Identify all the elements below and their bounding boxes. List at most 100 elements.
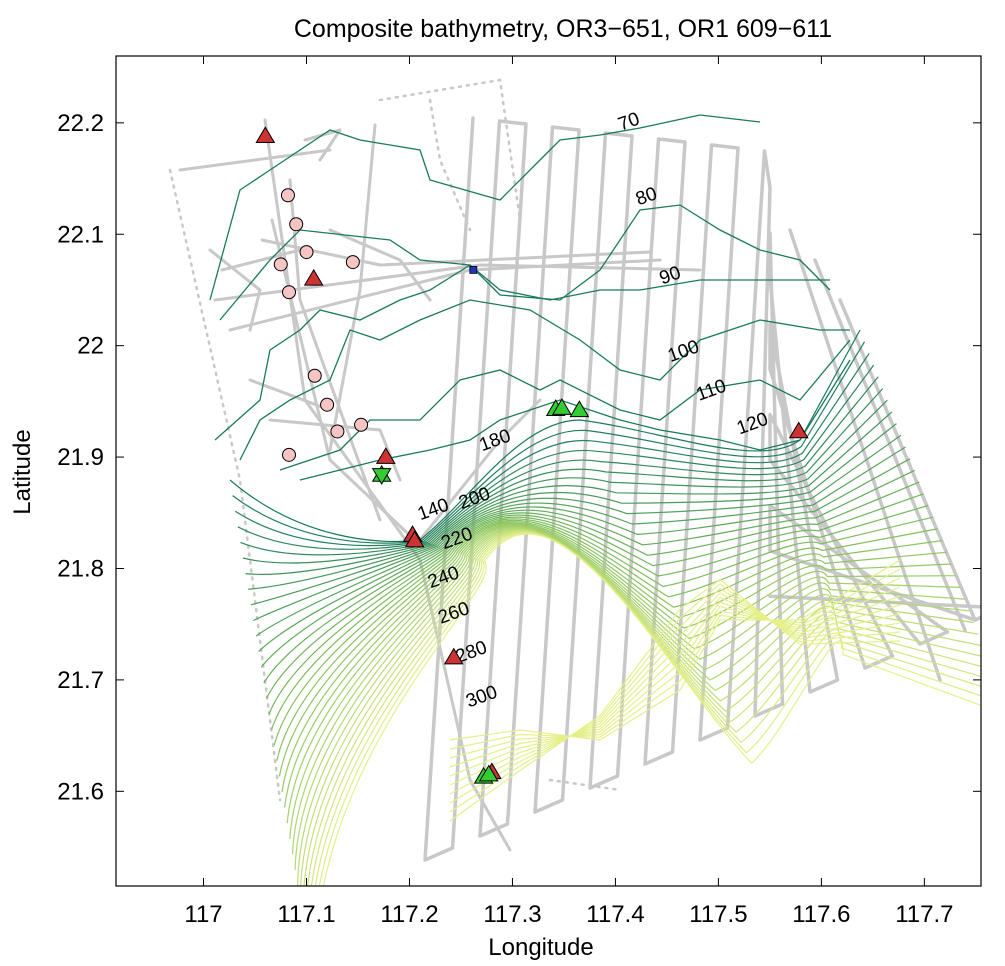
contour-slope-14 — [265, 493, 924, 699]
contour-deep-0 — [449, 559, 901, 741]
contour-shallow-0 — [209, 114, 761, 301]
y-tick-label-2: 21.8 — [57, 555, 104, 582]
contour-slope-33 — [322, 533, 981, 886]
cross-track-1 — [213, 263, 702, 302]
red-triangle-marker-0 — [255, 126, 276, 144]
contour-shallow-3 — [239, 299, 850, 461]
green-triangle-marker-4 — [478, 764, 499, 782]
contour-slope-5 — [242, 388, 884, 564]
contour-deep-4 — [449, 595, 901, 777]
pink-circle-marker-3 — [273, 257, 288, 272]
x-tick-label-3: 117.3 — [483, 901, 541, 928]
cross-track-6 — [328, 123, 377, 452]
red-triangle-marker-5 — [443, 647, 464, 665]
contour-slope-9 — [253, 434, 902, 621]
contour-slope-6 — [245, 399, 888, 575]
y-axis: 21.6 21.7 21.8 21.9 22 22.1 22.2 — [57, 110, 981, 805]
survey-lanes — [423, 116, 981, 862]
y-tick-label-0: 21.6 — [57, 778, 104, 805]
pink-circle-marker-6 — [307, 368, 322, 383]
chart-title: Composite bathymetry, OR3−651, OR1 609−6… — [294, 15, 832, 43]
x-tick-label-2: 117.2 — [380, 901, 438, 928]
cross-track-7 — [220, 248, 302, 272]
contour-shallow-1 — [219, 204, 831, 321]
pink-circle-marker-8 — [330, 424, 345, 439]
contour-slope-12 — [260, 469, 915, 668]
station-markers — [255, 126, 809, 784]
contour-slope-22 — [286, 525, 961, 824]
green-star-marker-down — [371, 468, 392, 485]
y-tick-label-1: 21.7 — [57, 667, 104, 694]
contour-slope-3 — [237, 364, 875, 550]
red-triangle-marker-1 — [303, 268, 324, 286]
y-tick-label-4: 22 — [77, 333, 104, 360]
red-triangle-marker-4 — [404, 530, 425, 548]
y-axis-title: Latitude — [9, 429, 36, 514]
cross-track-13 — [418, 398, 542, 542]
contour-deep-1 — [449, 568, 901, 750]
x-tick-label-6: 117.6 — [792, 901, 850, 928]
cross-track-4 — [270, 218, 422, 547]
contour-slope-17 — [273, 519, 938, 746]
blue-square-marker — [469, 266, 478, 274]
contour-deep-2 — [449, 577, 901, 759]
contour-slope-8 — [250, 423, 897, 606]
pink-circle-marker-0 — [280, 188, 295, 203]
x-tick-label-4: 117.4 — [586, 901, 644, 928]
cross-track-14 — [178, 148, 332, 172]
x-axis-title: Longitude — [488, 934, 593, 961]
contour-slope-13 — [263, 481, 920, 684]
contour-slope-20 — [281, 523, 952, 793]
contour-deep-5 — [449, 596, 901, 786]
red-triangle-marker-7 — [788, 421, 809, 439]
contour-slope-2 — [234, 353, 870, 547]
x-tick-label-7: 117.7 — [895, 901, 953, 928]
contour-slope-11 — [258, 458, 911, 653]
contour-slope-15 — [268, 504, 929, 715]
cross-track-12 — [328, 228, 432, 302]
pink-circle-marker-1 — [289, 217, 304, 232]
pink-circle-marker-4 — [282, 285, 296, 300]
contour-slope-18 — [276, 521, 942, 761]
contour-slope-10 — [255, 446, 906, 637]
contour-shallow-2 — [214, 264, 830, 441]
contour-shallow-5 — [299, 359, 851, 481]
contour-deep-8 — [449, 583, 901, 813]
y-tick-label-5: 22.1 — [57, 221, 104, 248]
pink-circle-marker-9 — [354, 417, 369, 432]
green-triangle-marker-2 — [569, 400, 590, 418]
dotted-outline-west — [168, 168, 282, 802]
pink-circle-marker-2 — [299, 245, 314, 260]
contour-slope-7 — [248, 411, 893, 590]
dotted-outline-north-inner — [428, 98, 472, 232]
contour-slope-16 — [271, 516, 933, 730]
pink-circle-marker-7 — [320, 397, 335, 412]
x-tick-label-1: 117.1 — [277, 901, 335, 928]
dotted-outline-south — [548, 778, 622, 792]
contour-slope-0 — [229, 329, 861, 543]
y-tick-label-3: 21.9 — [57, 444, 104, 471]
pink-circle-marker-5 — [345, 255, 360, 270]
plot-frame — [115, 55, 982, 887]
red-triangle-marker-2 — [375, 447, 396, 464]
contour-shallow-4 — [279, 339, 851, 471]
survey-lane-east-1 — [813, 258, 967, 632]
contour-deep-3 — [449, 586, 901, 768]
x-axis: 117 117.1 117.2 117.3 117.4 117.5 117.6 117.7 — [184, 56, 954, 928]
contour-slope-4 — [240, 376, 879, 556]
contour-deep-9 — [449, 578, 901, 822]
contour-slope-1 — [232, 341, 866, 544]
green-triangle-marker-1 — [552, 398, 572, 415]
pink-circle-marker-10 — [282, 447, 296, 462]
contour-deep-6 — [449, 592, 901, 795]
contour-slope-21 — [284, 524, 956, 808]
bathymetry-contours — [209, 114, 981, 886]
y-tick-label-6: 22.2 — [57, 110, 104, 137]
x-tick-label-0: 117 — [184, 901, 222, 928]
contour-slope-19 — [278, 522, 947, 777]
dotted-outline-north — [378, 78, 522, 222]
cross-track-10 — [208, 248, 262, 332]
contour-deep-7 — [449, 587, 901, 804]
